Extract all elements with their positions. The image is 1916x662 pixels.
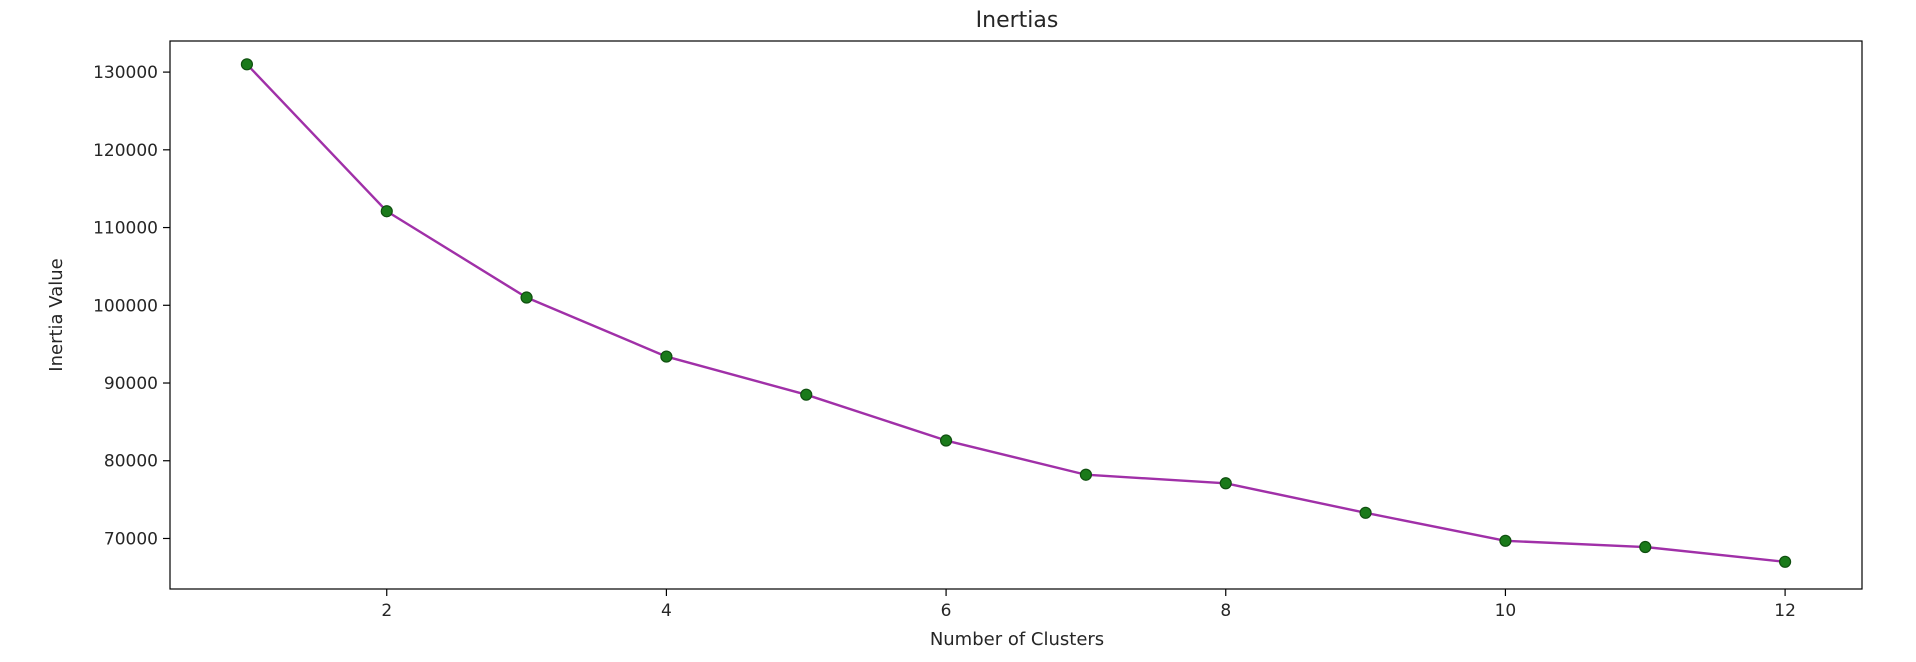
inertia-line (246, 63, 1786, 563)
y-tick-label: 110000 (93, 219, 158, 239)
data-point (939, 434, 953, 447)
data-point (1778, 555, 1792, 568)
data-point (240, 58, 254, 71)
y-axis: 70000 80000 90000 100000 110000 120000 130000 (93, 63, 170, 549)
data-point (1639, 540, 1652, 554)
plot-area (169, 40, 1863, 590)
data-point (1079, 468, 1093, 481)
x-axis-title: Number of Clusters (930, 629, 1104, 650)
y-tick-label: 100000 (93, 296, 158, 316)
x-tick-label: 4 (661, 601, 672, 621)
data-point (800, 388, 813, 401)
data-point (1499, 534, 1512, 547)
data-point (520, 291, 533, 304)
y-tick-label: 70000 (104, 529, 158, 549)
x-tick-label: 6 (941, 601, 952, 621)
data-point (1219, 477, 1232, 490)
chart-title: Inertias (976, 8, 1059, 33)
x-tick-label: 8 (1220, 601, 1231, 621)
data-points (240, 58, 1792, 568)
data-point (660, 350, 673, 363)
data-point (380, 205, 393, 218)
y-tick-label: 130000 (93, 63, 158, 83)
y-tick-label: 80000 (104, 452, 158, 472)
x-axis: 2 4 6 8 10 12 (381, 589, 1796, 621)
x-tick-label: 10 (1495, 601, 1517, 621)
y-tick-label: 90000 (104, 374, 158, 394)
x-tick-label: 12 (1774, 601, 1796, 621)
y-tick-label: 120000 (93, 141, 158, 161)
data-point (1359, 506, 1372, 519)
y-axis-title: Inertia Value (46, 258, 67, 371)
x-tick-label: 2 (381, 601, 392, 621)
